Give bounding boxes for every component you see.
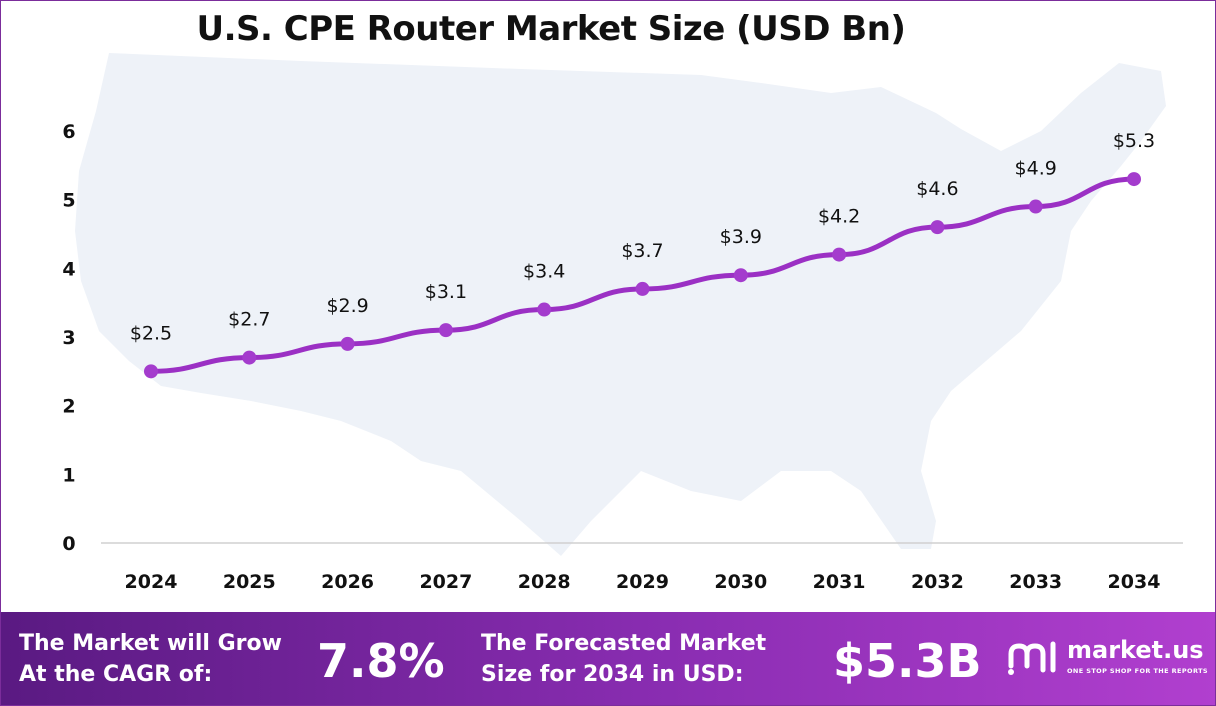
data-point bbox=[1127, 172, 1141, 187]
y-tick-label: 1 bbox=[62, 464, 75, 486]
y-tick-label: 0 bbox=[62, 533, 75, 555]
usa-map-background bbox=[75, 53, 1166, 556]
data-label: $2.5 bbox=[130, 322, 172, 344]
line-chart: 0 1 2 3 4 5 6 2024 2025 2026 2027 2028 2029 2030 2031 2… bbox=[62, 53, 1183, 593]
data-point bbox=[930, 220, 945, 235]
y-tick-label: 3 bbox=[62, 327, 75, 349]
data-point bbox=[733, 268, 748, 283]
data-label: $3.7 bbox=[621, 240, 663, 262]
data-label: $3.4 bbox=[523, 261, 565, 283]
data-point bbox=[340, 336, 355, 351]
cagr-label-line2: At the CAGR of: bbox=[19, 662, 213, 687]
data-label: $2.9 bbox=[326, 295, 368, 317]
forecast-label-line1: The Forecasted Market bbox=[481, 631, 767, 656]
y-tick-label: 6 bbox=[62, 121, 75, 143]
data-point bbox=[635, 281, 650, 296]
data-point bbox=[242, 350, 257, 365]
data-point bbox=[832, 247, 847, 262]
x-tick-label: 2029 bbox=[616, 571, 669, 593]
cagr-label-line1: The Market will Grow bbox=[19, 631, 282, 656]
data-label: $5.3 bbox=[1113, 130, 1155, 152]
data-point bbox=[1028, 199, 1043, 214]
cagr-value: 7.8% bbox=[317, 634, 445, 688]
x-tick-label: 2027 bbox=[419, 571, 472, 593]
cagr-label: The Market will Grow At the CAGR of: bbox=[19, 628, 282, 690]
x-tick-label: 2032 bbox=[911, 571, 964, 593]
brand-tagline: ONE STOP SHOP FOR THE REPORTS bbox=[1067, 667, 1208, 675]
x-tick-label: 2024 bbox=[125, 571, 178, 593]
x-tick-label: 2031 bbox=[813, 571, 866, 593]
forecast-label-line2: Size for 2034 in USD: bbox=[481, 662, 744, 687]
brand-logo: market.us ONE STOP SHOP FOR THE REPORTS bbox=[1005, 634, 1215, 684]
brand-name: market.us bbox=[1067, 636, 1204, 664]
x-tick-label: 2028 bbox=[518, 571, 571, 593]
data-label: $2.7 bbox=[228, 309, 270, 331]
data-label: $4.2 bbox=[818, 206, 860, 228]
forecast-label: The Forecasted Market Size for 2034 in U… bbox=[481, 628, 766, 690]
data-label: $3.1 bbox=[425, 281, 467, 303]
y-tick-label: 2 bbox=[62, 396, 75, 418]
data-label: $4.9 bbox=[1015, 158, 1057, 180]
x-tick-label: 2034 bbox=[1108, 571, 1161, 593]
footer-banner: The Market will Grow At the CAGR of: 7.8… bbox=[1, 612, 1215, 705]
market-us-logo-icon bbox=[1008, 641, 1056, 675]
data-point bbox=[537, 302, 552, 317]
x-tick-label: 2025 bbox=[223, 571, 276, 593]
x-tick-label: 2030 bbox=[714, 571, 767, 593]
y-tick-label: 4 bbox=[62, 258, 75, 280]
data-label: $3.9 bbox=[720, 226, 762, 248]
data-point bbox=[144, 364, 158, 379]
forecast-value: $5.3B bbox=[833, 634, 982, 688]
x-tick-label: 2026 bbox=[321, 571, 374, 593]
chart-title: U.S. CPE Router Market Size (USD Bn) bbox=[196, 9, 906, 49]
x-tick-label: 2033 bbox=[1009, 571, 1062, 593]
data-label: $4.6 bbox=[916, 178, 958, 200]
y-tick-label: 5 bbox=[62, 190, 75, 212]
data-point bbox=[438, 323, 453, 338]
